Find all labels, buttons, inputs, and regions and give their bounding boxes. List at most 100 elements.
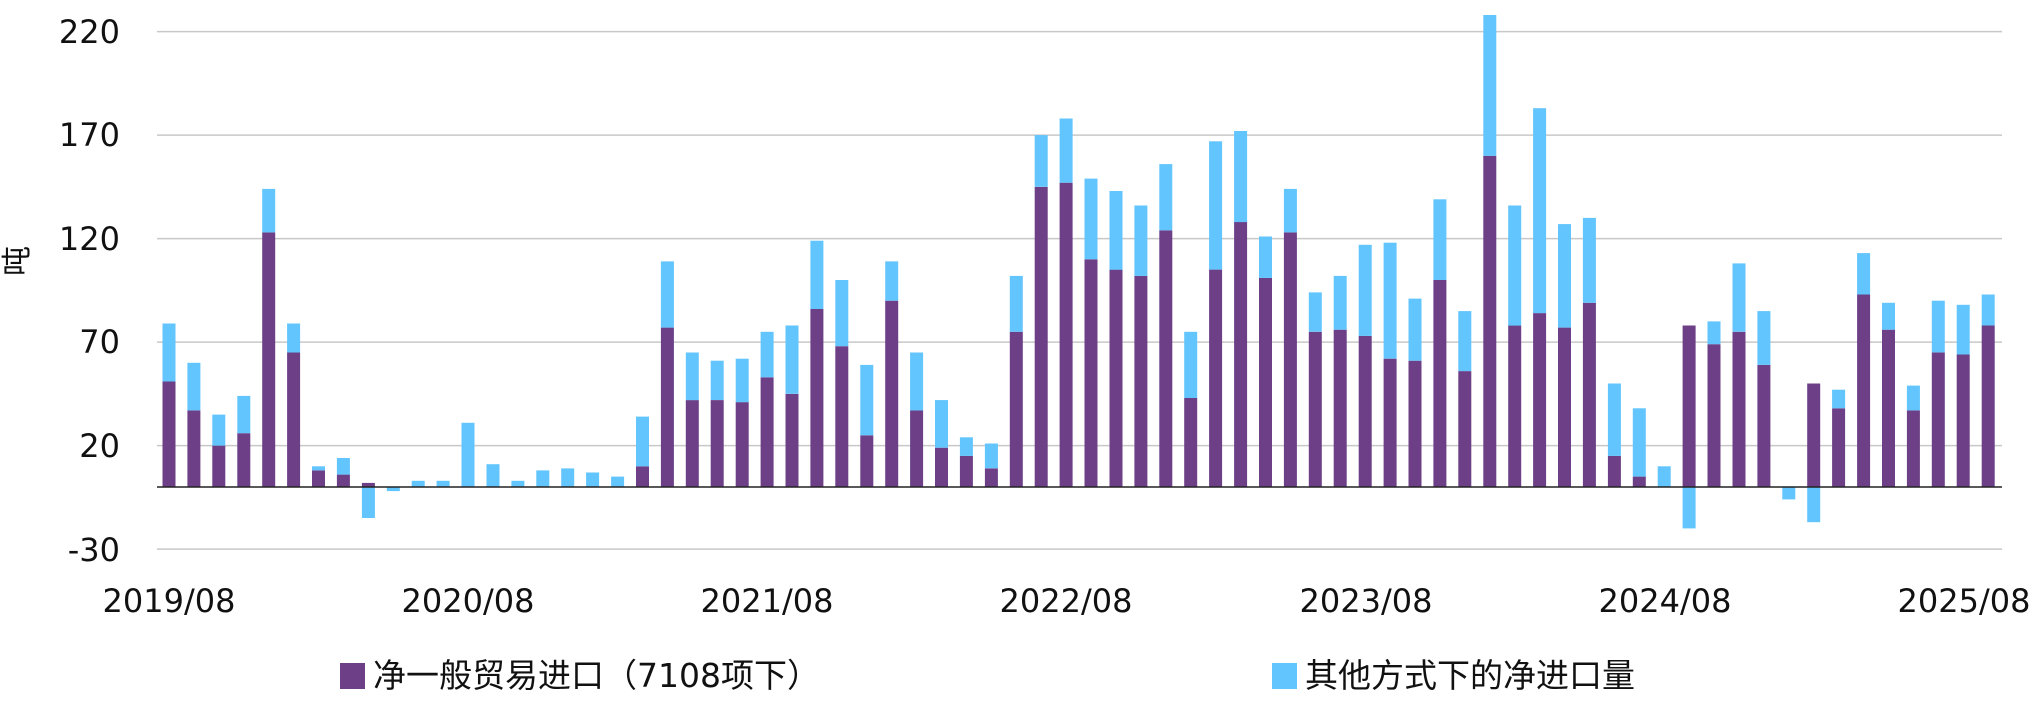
- bar-other-methods: [710, 360, 724, 400]
- bar-other-methods: [561, 468, 575, 487]
- bar-other-methods: [910, 352, 924, 411]
- bar-general-trade: [336, 474, 350, 487]
- bar-general-trade: [685, 400, 699, 487]
- bar-other-methods: [1632, 408, 1646, 477]
- bar-other-methods: [1558, 224, 1571, 328]
- bar-other-methods: [1333, 275, 1347, 330]
- bar-other-methods: [312, 466, 325, 471]
- bar-other-methods: [611, 476, 625, 487]
- bar-other-methods: [1109, 191, 1123, 270]
- bar-series: [162, 15, 1995, 529]
- bar-general-trade: [1607, 455, 1621, 487]
- bar-other-methods: [835, 280, 849, 347]
- x-tick-2023-08: 2023/08: [1299, 582, 1433, 620]
- bar-other-methods: [511, 480, 525, 487]
- bar-general-trade: [187, 410, 201, 487]
- bar-general-trade: [262, 232, 276, 487]
- bar-other-methods: [1682, 487, 1696, 529]
- bar-other-methods: [1234, 131, 1248, 223]
- bar-other-methods: [1707, 321, 1721, 345]
- bar-general-trade: [860, 435, 874, 487]
- bar-general-trade: [1209, 269, 1223, 487]
- bar-other-methods: [1857, 253, 1871, 295]
- bar-other-methods: [1782, 487, 1796, 500]
- bar-other-methods: [1882, 302, 1895, 330]
- bar-other-methods: [1807, 487, 1821, 523]
- bar-general-trade: [660, 327, 674, 487]
- bar-general-trade: [1857, 294, 1871, 487]
- x-tick-2025-08: 2025/08: [1897, 582, 2031, 620]
- bar-general-trade: [1308, 331, 1322, 488]
- bar-general-trade: [1134, 275, 1148, 487]
- bar-general-trade: [885, 300, 899, 487]
- bar-general-trade: [1931, 352, 1945, 487]
- bar-general-trade: [735, 402, 749, 487]
- bar-other-methods: [486, 464, 500, 487]
- bar-other-methods: [1134, 205, 1148, 276]
- bar-general-trade: [162, 381, 176, 487]
- bar-general-trade: [1906, 410, 1920, 487]
- legend-swatch-blue: [1272, 663, 1297, 689]
- bar-other-methods: [1458, 311, 1472, 372]
- bar-general-trade: [1483, 155, 1497, 488]
- bar-other-methods: [1732, 263, 1746, 332]
- bar-general-trade: [1707, 344, 1721, 487]
- y-tick-220: 220: [58, 13, 120, 51]
- bar-general-trade: [1508, 325, 1522, 487]
- bar-other-methods: [810, 240, 824, 309]
- bar-general-trade: [1582, 302, 1596, 487]
- bar-other-methods: [1059, 118, 1073, 183]
- bar-other-methods: [1383, 242, 1397, 359]
- bar-general-trade: [1832, 408, 1846, 487]
- bar-general-trade: [1358, 335, 1372, 487]
- bar-general-trade: [710, 400, 724, 487]
- bar-other-methods: [287, 323, 301, 353]
- bar-other-methods: [760, 331, 774, 378]
- bar-general-trade: [1009, 331, 1023, 488]
- bar-other-methods: [959, 437, 973, 456]
- bar-other-methods: [735, 358, 749, 403]
- bar-other-methods: [1981, 294, 1995, 326]
- bar-general-trade: [636, 466, 649, 487]
- bar-other-methods: [1358, 244, 1372, 336]
- bar-other-methods: [1283, 188, 1297, 233]
- x-tick-2022-08: 2022/08: [999, 582, 1133, 620]
- bar-general-trade: [1283, 232, 1297, 487]
- bar-other-methods: [1607, 383, 1621, 456]
- bar-general-trade: [1184, 398, 1198, 487]
- bar-other-methods: [1906, 385, 1920, 411]
- bar-other-methods: [361, 487, 375, 518]
- x-tick-2019-08: 2019/08: [102, 582, 236, 620]
- bar-general-trade: [287, 352, 301, 487]
- bar-general-trade: [810, 309, 824, 487]
- x-tick-2020-08: 2020/08: [401, 582, 535, 620]
- bar-general-trade: [984, 468, 998, 487]
- bar-other-methods: [461, 422, 475, 487]
- bar-other-methods: [1931, 300, 1945, 353]
- bar-other-methods: [660, 261, 674, 328]
- bar-other-methods: [1259, 236, 1272, 278]
- bar-general-trade: [1109, 269, 1123, 487]
- bar-other-methods: [1184, 331, 1198, 398]
- bar-general-trade: [1383, 358, 1397, 487]
- legend-label-general-trade: 净一般贸易进口（7108项下）: [373, 656, 820, 695]
- legend-swatch-purple: [340, 663, 365, 689]
- bar-general-trade: [1059, 182, 1073, 487]
- bar-general-trade: [1981, 325, 1995, 487]
- bar-general-trade: [1682, 325, 1696, 487]
- bar-other-methods: [860, 364, 874, 436]
- bar-general-trade: [1084, 259, 1098, 487]
- bar-other-methods: [1508, 205, 1522, 326]
- bar-other-methods: [237, 395, 251, 434]
- bar-other-methods: [1483, 15, 1497, 156]
- bar-other-methods: [885, 261, 899, 301]
- legend-item-other-methods: 其他方式下的净进口量: [1272, 656, 1635, 696]
- bar-general-trade: [1956, 354, 1970, 487]
- bar-other-methods: [262, 188, 276, 233]
- bar-general-trade: [1034, 186, 1048, 487]
- bar-general-trade: [959, 455, 973, 487]
- bar-other-methods: [1533, 108, 1547, 314]
- bar-general-trade: [1234, 222, 1248, 487]
- bar-other-methods: [1956, 304, 1970, 355]
- bar-general-trade: [1533, 313, 1547, 487]
